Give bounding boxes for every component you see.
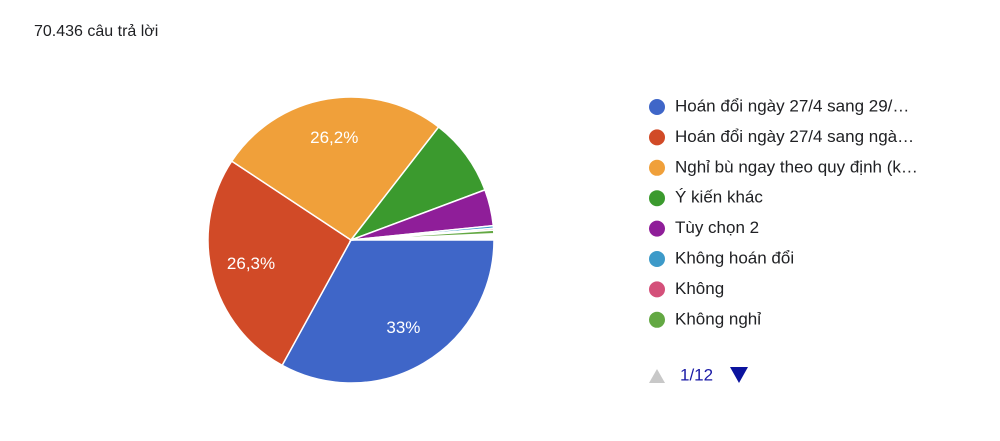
legend-swatch bbox=[649, 190, 665, 207]
legend-label: Không hoán đổi bbox=[675, 248, 794, 267]
legend-label: Ý kiến khác bbox=[675, 188, 763, 207]
page-indicator: 1/12 bbox=[680, 365, 713, 384]
legend-swatch bbox=[649, 220, 665, 237]
legend-label: Hoán đổi ngày 27/4 sang 29/… bbox=[675, 96, 909, 115]
legend-swatch bbox=[649, 99, 665, 115]
response-count: 70.436 câu trả lời bbox=[34, 23, 158, 40]
legend-swatch bbox=[649, 281, 665, 298]
pie-slice bbox=[350, 229, 495, 241]
pie-slice bbox=[230, 96, 440, 242]
legend-swatch bbox=[649, 311, 665, 328]
slice-label: 26,3% bbox=[227, 254, 275, 273]
slice-label: 26,2% bbox=[310, 128, 358, 147]
legend-label: Nghỉ bù ngay theo quy định (k… bbox=[675, 157, 918, 176]
next-page[interactable] bbox=[730, 367, 748, 383]
legend-label: Không bbox=[675, 279, 724, 298]
legend-label: Hoán đổi ngày 27/4 sang ngà… bbox=[675, 127, 914, 146]
pie-slice bbox=[281, 239, 495, 384]
legend-label: Không nghỉ bbox=[675, 309, 761, 328]
pie-slice bbox=[207, 160, 352, 367]
slice-label: 33% bbox=[386, 318, 420, 337]
legend-swatch bbox=[649, 159, 665, 176]
prev-page[interactable] bbox=[649, 369, 665, 383]
legend-swatch bbox=[649, 251, 665, 267]
legend-swatch bbox=[649, 129, 665, 146]
legend-label: Tùy chọn 2 bbox=[675, 218, 759, 237]
